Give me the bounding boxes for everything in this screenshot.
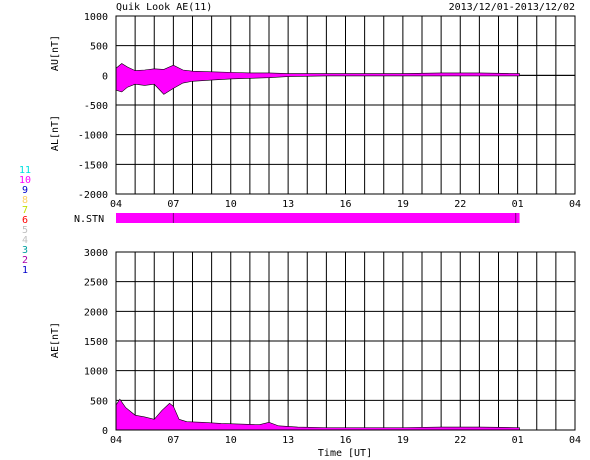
panel1-y-tick-label: -1500 xyxy=(78,160,108,171)
panel1-y-tick-label: -1000 xyxy=(78,131,108,142)
au-axis-label: AU[nT] xyxy=(50,35,61,71)
panel1-x-tick-label: 19 xyxy=(397,199,409,210)
panel1-x-tick-label: 07 xyxy=(167,199,179,210)
panel2-x-tick-label: 04 xyxy=(110,435,122,446)
panel1-x-tick-label: 16 xyxy=(339,199,351,210)
station-number-2: 2 xyxy=(22,255,28,266)
station-number-11: 11 xyxy=(19,165,31,176)
station-count-bar xyxy=(116,213,520,223)
ae-area xyxy=(115,398,520,431)
panel2-frame xyxy=(115,251,576,431)
panel2-y-tick-label: 0 xyxy=(102,426,108,437)
station-number-1: 1 xyxy=(22,265,28,276)
panel2-y-tick-label: 500 xyxy=(90,396,108,407)
station-number-5: 5 xyxy=(22,225,28,236)
panel2-x-tick-label: 16 xyxy=(339,435,351,446)
panel1-y-tick-label: -500 xyxy=(84,101,108,112)
panel2-x-tick-label: 19 xyxy=(397,435,409,446)
panel2-y-tick-label: 2000 xyxy=(84,307,108,318)
station-count-fill xyxy=(116,213,520,223)
station-number-8: 8 xyxy=(22,195,28,206)
station-count-label: N.STN xyxy=(74,214,104,225)
time-axis-label: Time [UT] xyxy=(318,448,372,459)
panel2-y-tick-label: 3000 xyxy=(84,248,108,259)
station-number-6: 6 xyxy=(22,215,28,226)
panel1-frame xyxy=(115,15,576,195)
station-number-7: 7 xyxy=(22,205,28,216)
panel2-x-tick-label: 04 xyxy=(569,435,581,446)
panel1-y-tick-label: 500 xyxy=(90,42,108,53)
panel2-y-tick-label: 1000 xyxy=(84,367,108,378)
panel1-x-tick-label: 13 xyxy=(282,199,294,210)
station-number-9: 9 xyxy=(22,185,28,196)
panel2-x-tick-label: 01 xyxy=(512,435,524,446)
station-number-3: 3 xyxy=(22,245,28,256)
panel1-x-tick-label: 22 xyxy=(454,199,466,210)
panel1-x-tick-label: 10 xyxy=(225,199,237,210)
station-number-4: 4 xyxy=(22,235,28,246)
date-range: 2013/12/01-2013/12/02 xyxy=(449,2,575,13)
panel1-y-tick-label: -2000 xyxy=(78,190,108,201)
panel1-x-tick-label: 01 xyxy=(512,199,524,210)
panel1-x-tick-label: 04 xyxy=(110,199,122,210)
panel1-y-tick-label: 1000 xyxy=(84,12,108,23)
ae-axis-label: AE[nT] xyxy=(50,322,61,358)
panel2-x-tick-label: 10 xyxy=(225,435,237,446)
panel1-x-tick-label: 04 xyxy=(569,199,581,210)
panel2-x-tick-label: 07 xyxy=(167,435,179,446)
panel2-x-tick-label: 13 xyxy=(282,435,294,446)
panel2-y-tick-label: 2500 xyxy=(84,278,108,289)
station-number-10: 10 xyxy=(19,175,31,186)
al-axis-label: AL[nT] xyxy=(50,115,61,151)
chart-title: Quik Look AE(11) xyxy=(116,2,212,13)
panel2-y-tick-label: 1500 xyxy=(84,337,108,348)
panel2-x-tick-label: 22 xyxy=(454,435,466,446)
au-al-envelope xyxy=(115,63,520,95)
panel1-y-tick-label: 0 xyxy=(102,71,108,82)
